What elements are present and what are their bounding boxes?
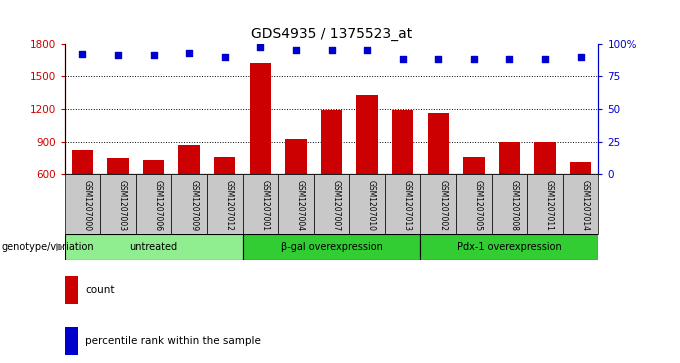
Point xyxy=(77,51,88,57)
Text: Pdx-1 overexpression: Pdx-1 overexpression xyxy=(457,242,562,252)
Text: GSM1207013: GSM1207013 xyxy=(403,180,411,231)
Text: GSM1207008: GSM1207008 xyxy=(509,180,518,231)
Text: GSM1207011: GSM1207011 xyxy=(545,180,554,231)
Bar xyxy=(313,174,350,234)
Text: GSM1207007: GSM1207007 xyxy=(332,180,341,231)
Bar xyxy=(392,110,413,174)
Point xyxy=(184,50,194,56)
Point xyxy=(362,47,373,53)
Point xyxy=(575,54,586,60)
Text: GSM1207005: GSM1207005 xyxy=(474,180,483,231)
Bar xyxy=(178,145,200,174)
Bar xyxy=(570,162,592,174)
Bar xyxy=(65,327,78,355)
Text: GSM1207000: GSM1207000 xyxy=(82,180,91,231)
Bar xyxy=(71,150,93,174)
Point xyxy=(326,47,337,53)
Point xyxy=(469,56,479,62)
Point xyxy=(504,56,515,62)
Bar xyxy=(527,174,563,234)
Bar xyxy=(463,157,485,174)
Bar xyxy=(498,142,520,174)
Bar xyxy=(171,174,207,234)
Point xyxy=(112,52,124,58)
Text: β-gal overexpression: β-gal overexpression xyxy=(281,242,382,252)
Text: GSM1207003: GSM1207003 xyxy=(118,180,127,231)
Bar xyxy=(420,234,598,260)
Bar xyxy=(285,139,307,174)
Bar xyxy=(428,113,449,174)
Bar xyxy=(107,158,129,174)
Bar xyxy=(65,174,100,234)
Point xyxy=(540,56,551,62)
Text: GSM1207001: GSM1207001 xyxy=(260,180,269,231)
Text: GSM1207014: GSM1207014 xyxy=(581,180,590,231)
Bar xyxy=(136,174,171,234)
Bar xyxy=(456,174,492,234)
Bar xyxy=(350,174,385,234)
Text: GSM1207002: GSM1207002 xyxy=(438,180,447,231)
Bar xyxy=(250,63,271,174)
Bar xyxy=(492,174,527,234)
Text: GSM1207012: GSM1207012 xyxy=(224,180,234,231)
Bar xyxy=(356,95,378,174)
Point xyxy=(255,45,266,50)
Bar xyxy=(420,174,456,234)
Text: count: count xyxy=(85,285,114,295)
Bar xyxy=(385,174,420,234)
Bar xyxy=(563,174,598,234)
Bar xyxy=(278,174,313,234)
Bar xyxy=(207,174,243,234)
Point xyxy=(148,52,159,58)
Bar xyxy=(65,234,243,260)
Point xyxy=(432,56,443,62)
Bar xyxy=(214,157,235,174)
Bar xyxy=(243,234,420,260)
Title: GDS4935 / 1375523_at: GDS4935 / 1375523_at xyxy=(251,27,412,41)
Text: ▶: ▶ xyxy=(56,242,64,252)
Text: GSM1207006: GSM1207006 xyxy=(154,180,163,231)
Bar xyxy=(143,160,165,174)
Text: GSM1207004: GSM1207004 xyxy=(296,180,305,231)
Text: percentile rank within the sample: percentile rank within the sample xyxy=(85,336,261,346)
Text: GSM1207009: GSM1207009 xyxy=(189,180,198,231)
Bar xyxy=(321,110,342,174)
Bar xyxy=(100,174,136,234)
Bar xyxy=(243,174,278,234)
Point xyxy=(219,54,230,60)
Text: GSM1207010: GSM1207010 xyxy=(367,180,376,231)
Point xyxy=(397,56,408,62)
Text: genotype/variation: genotype/variation xyxy=(1,242,94,252)
Bar xyxy=(534,142,556,174)
Bar xyxy=(65,276,78,304)
Point xyxy=(290,47,301,53)
Text: untreated: untreated xyxy=(129,242,177,252)
